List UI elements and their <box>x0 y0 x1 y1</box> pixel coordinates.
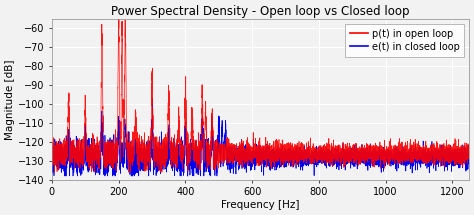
Legend: p(t) in open loop, e(t) in closed loop: p(t) in open loop, e(t) in closed loop <box>345 24 464 57</box>
Y-axis label: Magnitude [dB]: Magnitude [dB] <box>5 59 15 140</box>
Title: Power Spectral Density - Open loop vs Closed loop: Power Spectral Density - Open loop vs Cl… <box>111 5 410 18</box>
X-axis label: Frequency [Hz]: Frequency [Hz] <box>221 200 300 210</box>
